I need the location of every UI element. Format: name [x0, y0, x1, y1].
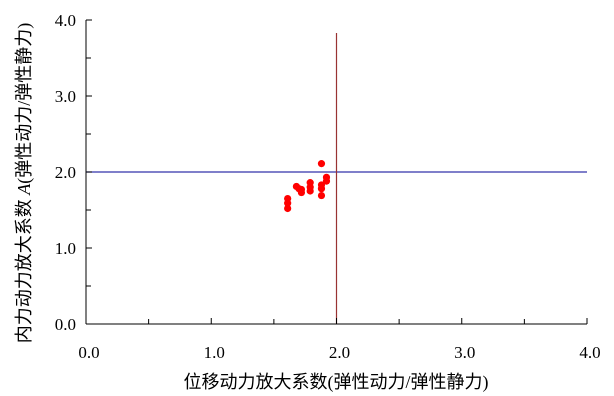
data-point — [297, 185, 306, 194]
x-tick-label: 2.0 — [329, 343, 350, 362]
data-point — [306, 179, 314, 187]
data-point — [284, 204, 292, 213]
data-point — [317, 181, 326, 189]
y-ticks: 0.0 1.0 2.0 3.0 4.0 — [55, 11, 92, 334]
y-tick-label: 0.0 — [55, 315, 76, 334]
data-point — [322, 173, 331, 181]
y-tick-label: 1.0 — [55, 239, 76, 258]
y-axis-label-suffix: (弹性动力/弹性静力) — [14, 23, 35, 184]
data-point — [284, 195, 292, 203]
data-point — [317, 160, 326, 168]
data-point — [317, 191, 326, 200]
y-tick-label: 4.0 — [55, 11, 76, 30]
x-ticks: 0.0 1.0 2.0 3.0 4.0 — [78, 318, 601, 362]
x-tick-label: 4.0 — [579, 343, 600, 362]
x-tick-label: 3.0 — [454, 343, 475, 362]
reference-lines — [86, 33, 587, 324]
y-tick-label: 2.0 — [55, 163, 76, 182]
data-points — [284, 160, 331, 213]
y-tick-label: 3.0 — [55, 87, 76, 106]
y-axis-label: 内力动力放大系数 A(弹性动力/弹性静力) — [14, 23, 35, 344]
x-tick-label: 1.0 — [204, 343, 225, 362]
x-tick-label: 0.0 — [78, 343, 99, 362]
y-axis-label-symbol: A — [14, 183, 34, 196]
y-axis-label-prefix: 内力动力放大系数 — [14, 195, 34, 344]
x-axis-label: 位移动力放大系数(弹性动力/弹性静力) — [184, 372, 489, 393]
